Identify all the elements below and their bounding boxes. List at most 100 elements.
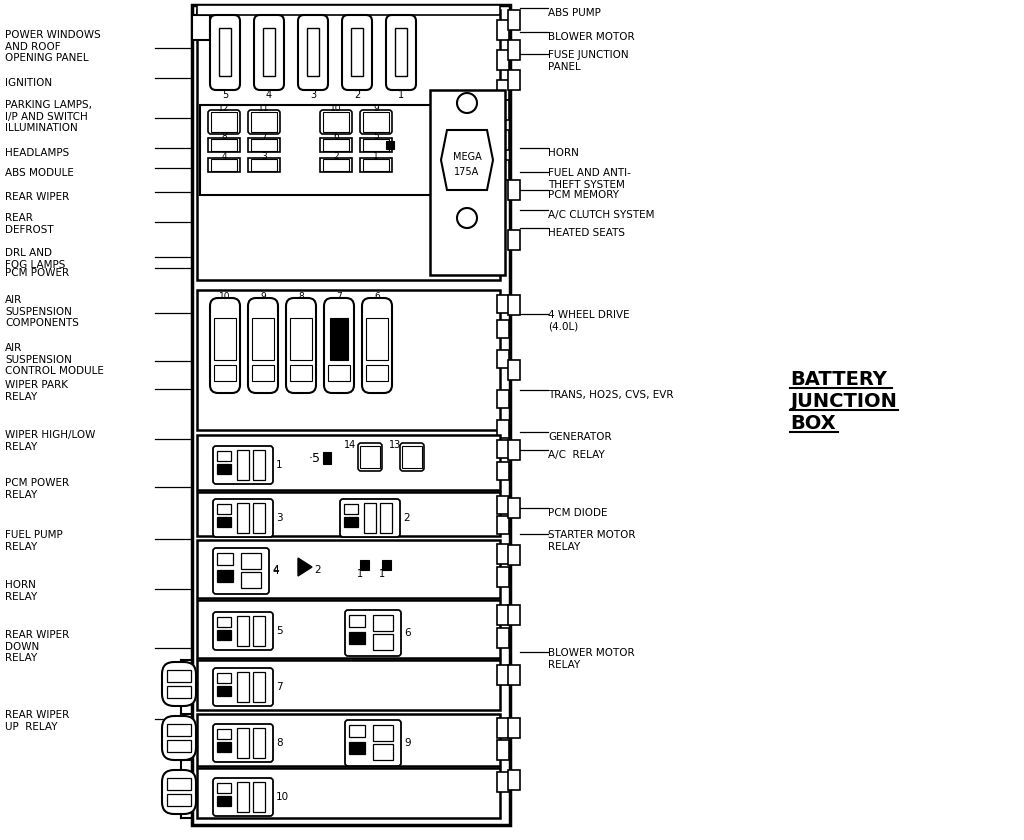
Text: A/C CLUTCH SYSTEM: A/C CLUTCH SYSTEM [548, 210, 654, 220]
Text: 8: 8 [221, 132, 227, 140]
Bar [508, 70, 520, 90]
FancyBboxPatch shape [248, 298, 278, 393]
Bar [362, 159, 389, 171]
Text: BOX: BOX [790, 414, 836, 433]
FancyBboxPatch shape [342, 15, 372, 90]
Bar [237, 616, 249, 646]
Bar [430, 90, 505, 275]
Text: IGNITION: IGNITION [5, 78, 52, 88]
Bar [349, 615, 365, 627]
Bar [167, 670, 191, 682]
Bar [382, 560, 391, 570]
Bar [237, 672, 249, 702]
Bar [373, 615, 393, 631]
Text: 11: 11 [258, 103, 269, 113]
Bar [217, 617, 231, 627]
Bar [167, 724, 191, 736]
Bar [497, 462, 509, 480]
Bar [497, 50, 509, 70]
FancyBboxPatch shape [213, 548, 269, 594]
Text: GENERATOR: GENERATOR [548, 432, 611, 442]
Bar [497, 320, 509, 338]
Bar [497, 350, 509, 368]
FancyBboxPatch shape [254, 15, 284, 90]
Bar [344, 504, 358, 514]
Text: HEADLAMPS: HEADLAMPS [5, 148, 70, 158]
Text: 5: 5 [276, 626, 283, 636]
Bar [497, 130, 509, 150]
Bar [508, 360, 520, 380]
Text: 4: 4 [266, 90, 272, 100]
Text: BLOWER MOTOR: BLOWER MOTOR [548, 32, 635, 42]
Text: 2: 2 [354, 90, 360, 100]
Bar [497, 160, 509, 180]
Text: 8: 8 [276, 738, 283, 748]
Bar [248, 158, 280, 172]
Bar [497, 20, 509, 40]
Bar [344, 517, 358, 527]
Bar [497, 665, 509, 685]
Bar [349, 632, 365, 644]
Bar [237, 782, 249, 812]
Text: POWER WINDOWS
AND ROOF
OPENING PANEL: POWER WINDOWS AND ROOF OPENING PANEL [5, 30, 100, 63]
Text: TRANS, HO2S, CVS, EVR: TRANS, HO2S, CVS, EVR [548, 390, 674, 400]
Bar [386, 141, 394, 149]
Bar [508, 665, 520, 685]
Text: 6: 6 [404, 628, 411, 638]
Text: PCM MEMORY: PCM MEMORY [548, 190, 618, 200]
FancyBboxPatch shape [210, 298, 240, 393]
Bar [497, 718, 509, 738]
FancyBboxPatch shape [286, 298, 316, 393]
Bar [290, 365, 312, 381]
Bar [167, 794, 191, 806]
Bar [217, 630, 231, 640]
Text: 4: 4 [221, 151, 226, 160]
Text: 2: 2 [314, 565, 321, 575]
Text: 10: 10 [276, 792, 289, 802]
Bar [360, 446, 380, 468]
Bar [508, 718, 520, 738]
Bar [217, 686, 231, 696]
Text: 3: 3 [261, 151, 267, 160]
Bar [380, 503, 392, 533]
Bar [366, 365, 388, 381]
Bar [508, 770, 520, 790]
Bar [323, 452, 331, 464]
Bar [323, 139, 349, 151]
Bar [241, 553, 261, 569]
Text: REAR WIPER
UP  RELAY: REAR WIPER UP RELAY [5, 710, 70, 732]
Text: AIR
SUSPENSION
CONTROL MODULE: AIR SUSPENSION CONTROL MODULE [5, 343, 103, 376]
Text: 175A: 175A [455, 167, 479, 177]
Bar [214, 365, 236, 381]
Text: 1: 1 [357, 569, 364, 579]
Bar [211, 159, 237, 171]
Text: 9: 9 [373, 103, 379, 113]
Bar [319, 138, 352, 152]
Bar [497, 772, 509, 792]
Bar [200, 105, 495, 195]
Bar [263, 28, 275, 76]
Bar [497, 100, 509, 120]
FancyBboxPatch shape [162, 662, 196, 706]
Bar [197, 660, 500, 710]
Bar [237, 728, 249, 758]
Bar [252, 318, 274, 360]
Bar [197, 600, 500, 658]
Text: 13: 13 [389, 440, 401, 450]
FancyBboxPatch shape [213, 612, 273, 650]
Text: HEATED SEATS: HEATED SEATS [548, 228, 625, 238]
Bar [497, 740, 509, 760]
Bar [219, 28, 231, 76]
Bar [217, 783, 231, 793]
Bar [373, 634, 393, 650]
Bar [362, 112, 389, 132]
Bar [217, 451, 231, 461]
Bar [497, 567, 509, 587]
Text: HORN: HORN [548, 148, 579, 158]
Bar [217, 729, 231, 739]
Text: ABS MODULE: ABS MODULE [5, 168, 74, 178]
Bar [217, 464, 231, 474]
Text: 10: 10 [219, 291, 230, 301]
Bar [330, 318, 348, 360]
FancyBboxPatch shape [386, 15, 416, 90]
